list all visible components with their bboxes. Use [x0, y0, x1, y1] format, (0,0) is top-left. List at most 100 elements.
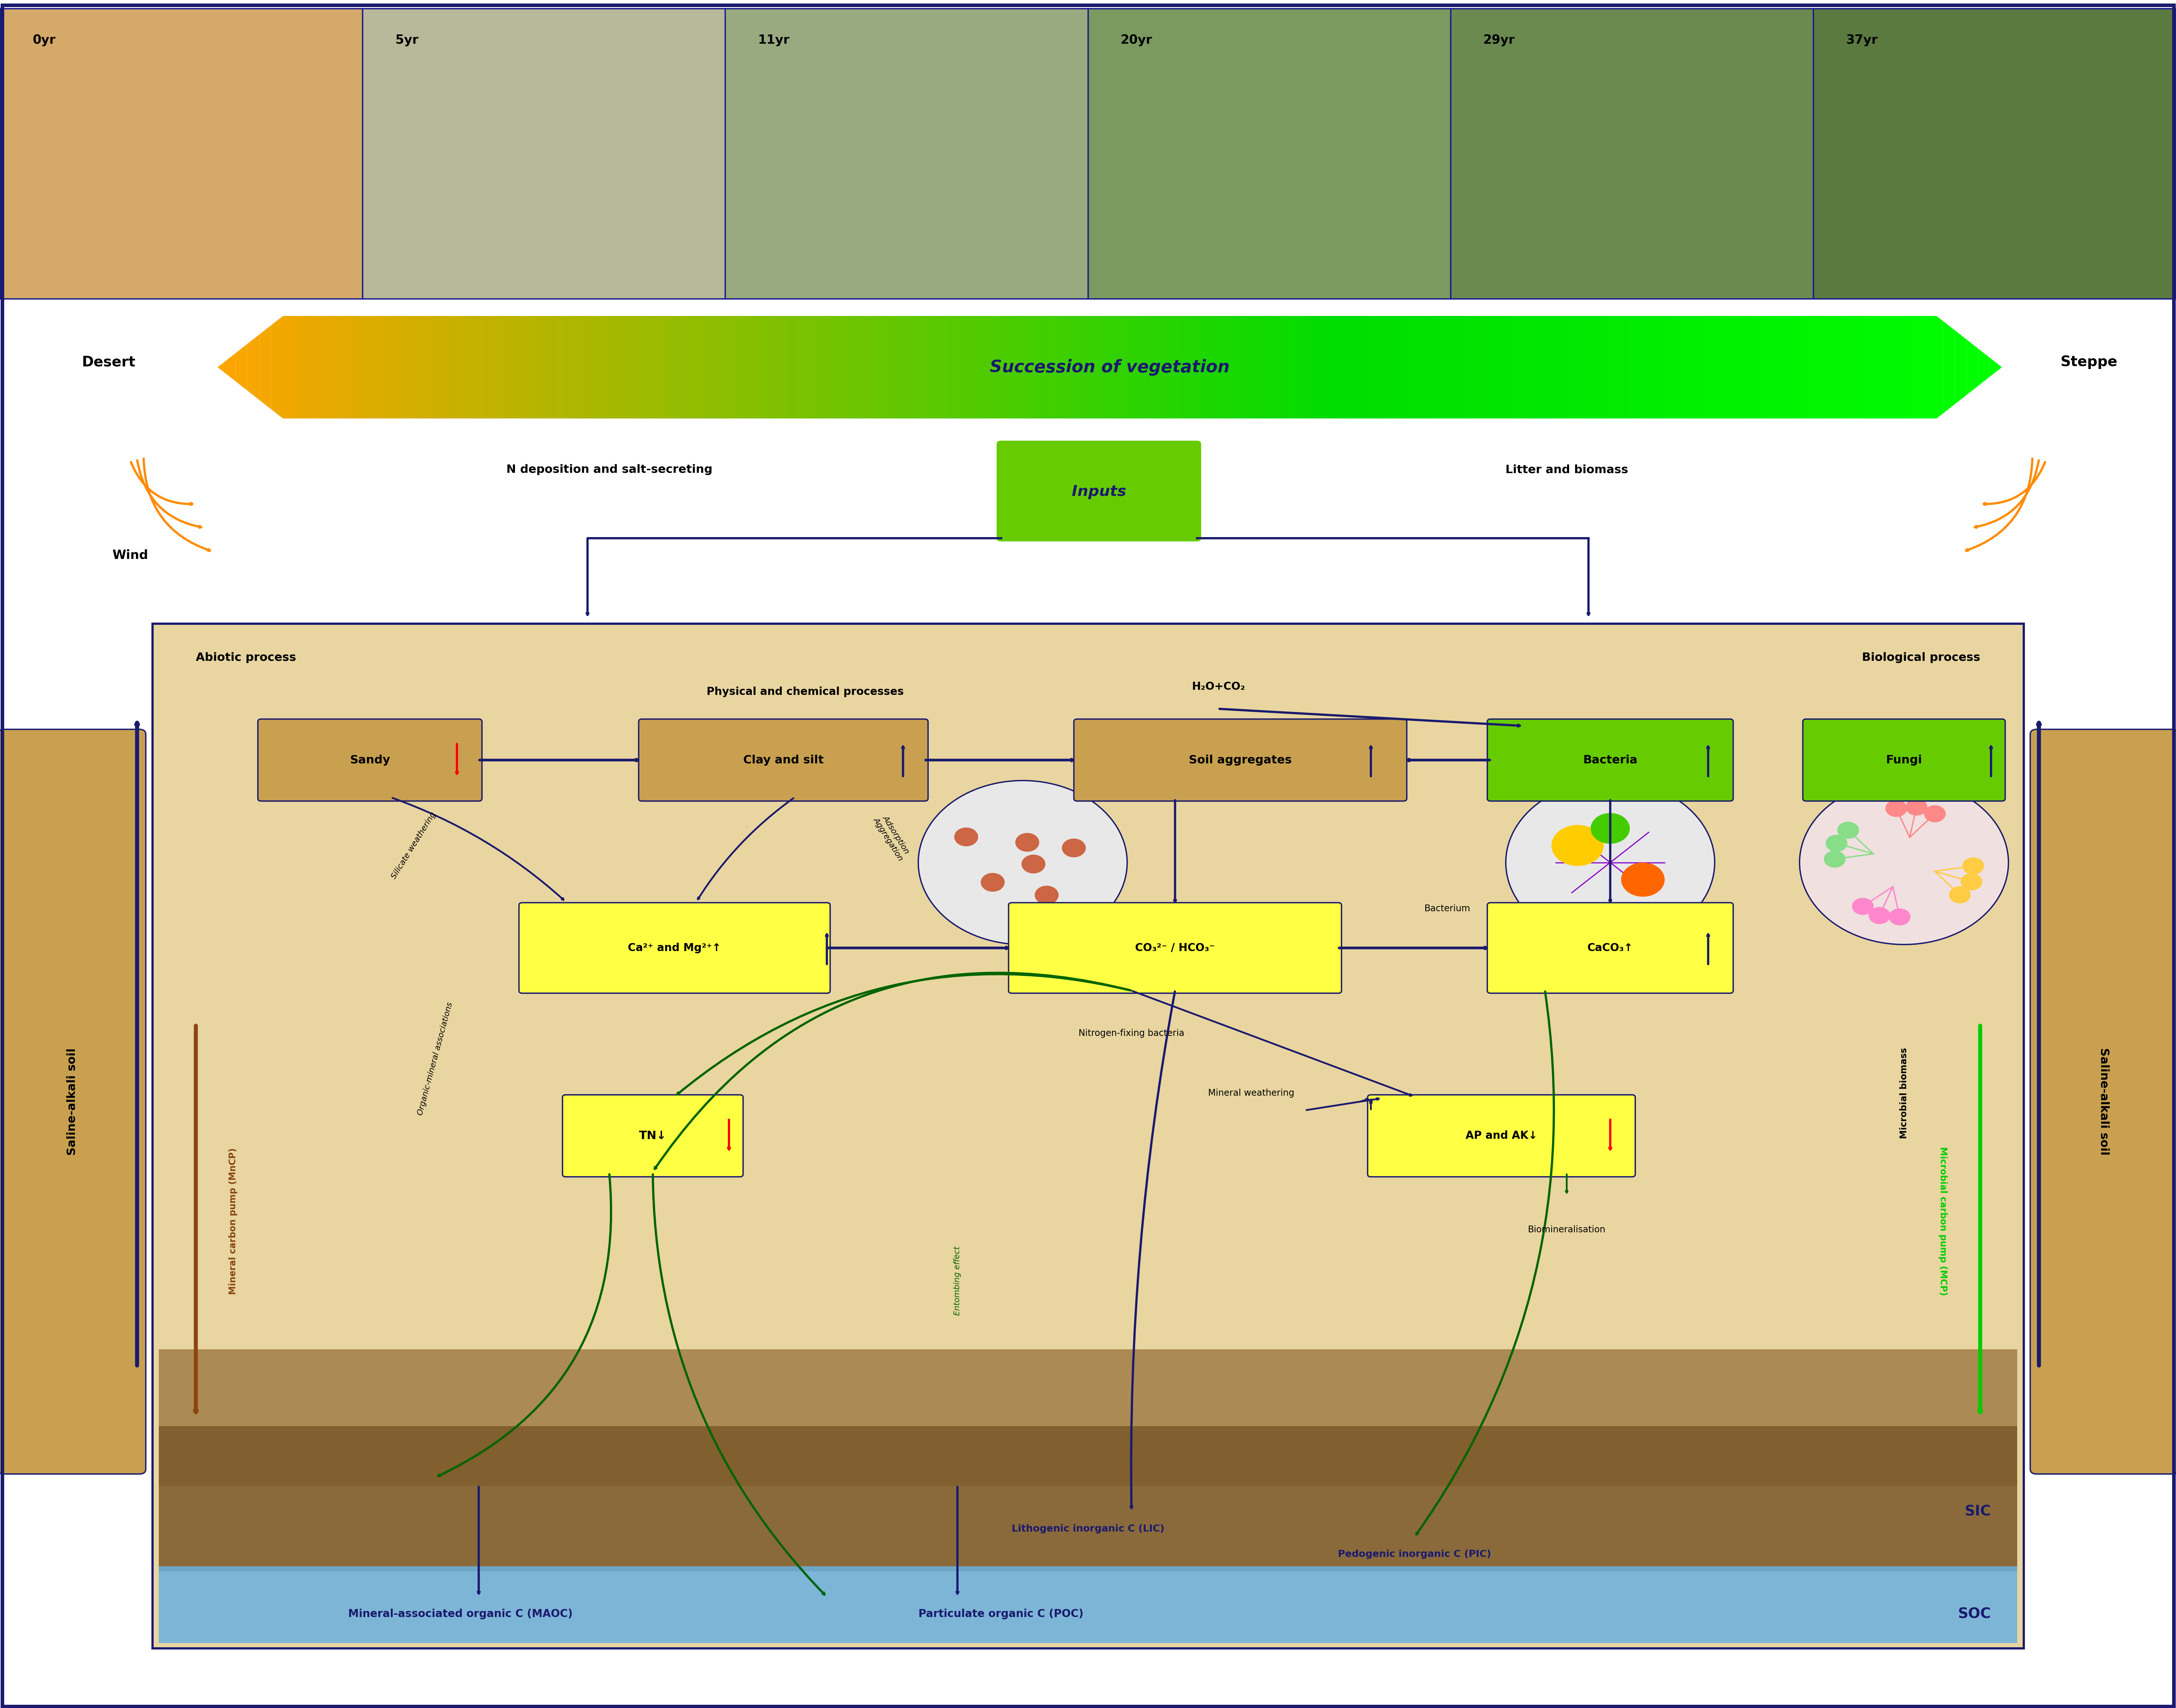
Text: 0yr: 0yr	[33, 34, 57, 46]
Polygon shape	[1003, 316, 1010, 418]
Polygon shape	[962, 316, 966, 418]
Circle shape	[1800, 781, 2008, 945]
Polygon shape	[1192, 316, 1199, 418]
Polygon shape	[1741, 316, 1745, 418]
Polygon shape	[1127, 316, 1134, 418]
Polygon shape	[670, 316, 675, 418]
Polygon shape	[1532, 316, 1538, 418]
Polygon shape	[1134, 316, 1140, 418]
Polygon shape	[235, 348, 242, 386]
Polygon shape	[1175, 316, 1182, 418]
Polygon shape	[986, 316, 990, 418]
Polygon shape	[1549, 316, 1556, 418]
Text: Litter and biomass: Litter and biomass	[1506, 465, 1628, 475]
Polygon shape	[592, 316, 598, 418]
Polygon shape	[390, 316, 396, 418]
Circle shape	[1591, 813, 1630, 844]
Polygon shape	[1377, 316, 1384, 418]
Circle shape	[1889, 909, 1911, 926]
Circle shape	[1551, 825, 1604, 866]
Polygon shape	[1419, 316, 1425, 418]
Polygon shape	[276, 316, 283, 418]
Polygon shape	[1776, 316, 1782, 418]
Text: Bacteria: Bacteria	[1582, 755, 1639, 765]
Polygon shape	[1467, 316, 1473, 418]
Polygon shape	[920, 316, 925, 418]
Text: CaCO₃↑: CaCO₃↑	[1586, 943, 1634, 953]
Circle shape	[918, 781, 1127, 945]
Polygon shape	[479, 316, 485, 418]
Polygon shape	[413, 316, 420, 418]
Text: N deposition and salt-secreting: N deposition and salt-secreting	[507, 465, 712, 475]
Polygon shape	[1491, 316, 1497, 418]
Polygon shape	[1645, 316, 1652, 418]
Polygon shape	[605, 316, 609, 418]
Polygon shape	[1514, 316, 1521, 418]
Polygon shape	[379, 316, 385, 418]
Text: SIC: SIC	[1965, 1505, 1991, 1518]
Polygon shape	[1425, 316, 1432, 418]
Polygon shape	[307, 316, 313, 418]
Polygon shape	[1295, 316, 1299, 418]
Circle shape	[1852, 898, 1874, 915]
Polygon shape	[770, 316, 777, 418]
Polygon shape	[485, 316, 492, 418]
Text: Biological process: Biological process	[1863, 652, 1980, 663]
Text: 29yr: 29yr	[1484, 34, 1514, 46]
Polygon shape	[1508, 316, 1514, 418]
Polygon shape	[1717, 316, 1723, 418]
FancyBboxPatch shape	[2030, 729, 2176, 1474]
Polygon shape	[722, 316, 729, 418]
Polygon shape	[914, 316, 920, 418]
Polygon shape	[657, 316, 664, 418]
Text: Clay and silt: Clay and silt	[744, 755, 823, 765]
Polygon shape	[759, 316, 764, 418]
Text: SOC: SOC	[1958, 1607, 1991, 1621]
Polygon shape	[1319, 316, 1323, 418]
Polygon shape	[629, 316, 633, 418]
Polygon shape	[931, 316, 938, 418]
Polygon shape	[283, 316, 289, 418]
Text: Mineral carbon pump (MnCP): Mineral carbon pump (MnCP)	[228, 1148, 237, 1295]
Bar	[159, 1566, 2017, 1643]
Circle shape	[1869, 907, 1891, 924]
Polygon shape	[1878, 316, 1882, 418]
Polygon shape	[883, 316, 890, 418]
Polygon shape	[1752, 316, 1758, 418]
Circle shape	[1961, 873, 1982, 890]
Polygon shape	[735, 316, 742, 418]
Polygon shape	[1145, 316, 1151, 418]
Circle shape	[1963, 857, 1985, 874]
Polygon shape	[1889, 316, 1895, 418]
Polygon shape	[942, 316, 949, 418]
Polygon shape	[1704, 316, 1710, 418]
Text: Steppe: Steppe	[2061, 355, 2117, 369]
Polygon shape	[337, 316, 342, 418]
Polygon shape	[1169, 316, 1175, 418]
Polygon shape	[1538, 316, 1545, 418]
Polygon shape	[1140, 316, 1145, 418]
Polygon shape	[681, 316, 688, 418]
Polygon shape	[1995, 362, 2002, 372]
Polygon shape	[533, 316, 540, 418]
Text: 20yr: 20yr	[1121, 34, 1153, 46]
Polygon shape	[646, 316, 653, 418]
Polygon shape	[1460, 316, 1467, 418]
Polygon shape	[664, 316, 670, 418]
Polygon shape	[1954, 330, 1961, 405]
Polygon shape	[1229, 316, 1234, 418]
Polygon shape	[1473, 316, 1478, 418]
Polygon shape	[1745, 316, 1752, 418]
Polygon shape	[1597, 316, 1604, 418]
Polygon shape	[1432, 316, 1436, 418]
Text: Inputs: Inputs	[1071, 485, 1127, 499]
Polygon shape	[1895, 316, 1902, 418]
Polygon shape	[455, 316, 461, 418]
Polygon shape	[1401, 316, 1408, 418]
Text: Saline-alkali soil: Saline-alkali soil	[2098, 1049, 2111, 1155]
Bar	[152, 623, 2024, 1648]
Polygon shape	[1924, 316, 1930, 418]
Polygon shape	[777, 316, 783, 418]
Polygon shape	[1443, 316, 1449, 418]
Polygon shape	[444, 316, 450, 418]
